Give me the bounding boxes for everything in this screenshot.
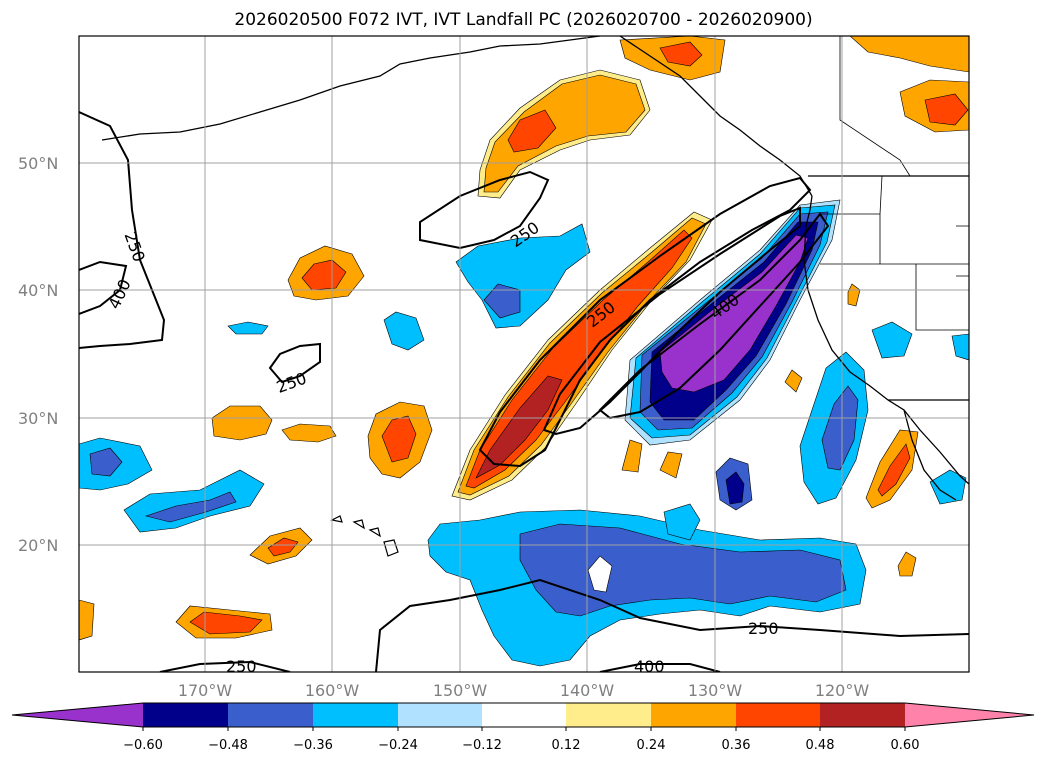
alaska-coast xyxy=(101,36,601,141)
pc-filled-contours xyxy=(79,36,969,667)
negative-pc-spot xyxy=(663,503,701,541)
positive-pc-west-orange1 xyxy=(211,405,273,441)
positive-pc-speck1 xyxy=(621,439,643,473)
ivt-contour-250-sw xyxy=(159,660,291,672)
lat-label-40: 40°N xyxy=(18,281,58,300)
colorbar-tick-label: 0.36 xyxy=(722,738,751,753)
colorbar-swatch xyxy=(313,703,398,727)
lat-label-30: 30°N xyxy=(18,409,58,428)
colorbar-swatch xyxy=(143,703,228,727)
map-title: 2026020500 F072 IVT, IVT Landfall PC (20… xyxy=(234,10,813,30)
lat-label-50: 50°N xyxy=(18,154,58,173)
baja-peninsula xyxy=(903,409,957,501)
colorbar-tick-label: −0.12 xyxy=(462,738,502,753)
colorbar-swatch xyxy=(736,703,820,727)
colorbar-tick-label: 0.48 xyxy=(806,738,835,753)
negative-pc-mexico-cyan xyxy=(951,333,969,361)
ivt-contour-250-south xyxy=(375,578,969,672)
ivt-contour-400-south xyxy=(599,663,721,672)
colorbar-swatch xyxy=(228,703,313,727)
positive-pc-west-orange2 xyxy=(281,423,337,443)
ivt-contour-250-ar xyxy=(478,176,812,468)
positive-pc-speck5 xyxy=(897,551,917,577)
negative-pc-south-blue xyxy=(144,491,237,523)
bc-coast xyxy=(805,195,813,227)
positive-pc-central-red xyxy=(381,415,417,463)
lon-label-130w: 130°W xyxy=(688,681,743,700)
colorbar-tick-label: −0.36 xyxy=(293,738,333,753)
positive-pc-ar-band-darkred xyxy=(475,375,563,479)
colorbar-ticks xyxy=(142,727,906,731)
contour-label: 250 xyxy=(748,619,779,638)
negative-pc-region-purple xyxy=(659,234,809,393)
lon-label-170w: 170°W xyxy=(178,681,233,700)
lon-label-160w: 160°W xyxy=(305,681,360,700)
negative-pc-small-cyan1 xyxy=(383,311,425,351)
colorbar-tick-label: 0.24 xyxy=(637,738,666,753)
colorbar-tick-label: −0.60 xyxy=(123,738,163,753)
negative-pc-small-cyan2 xyxy=(227,321,269,335)
colorbar-tick-label: 0.12 xyxy=(552,738,581,753)
negative-pc-subtrop-hole xyxy=(587,555,613,593)
ivt-contour-250-small xyxy=(268,342,321,384)
contour-label: 400 xyxy=(634,657,665,676)
negative-pc-baja-cyan xyxy=(929,469,967,505)
colorbar-swatch xyxy=(398,703,482,727)
ivt-contours xyxy=(79,111,969,672)
negative-pc-subtrop-blue xyxy=(519,523,847,617)
positive-pc-west-red3 xyxy=(267,537,299,557)
positive-pc-top-red xyxy=(659,41,703,67)
colorbar: −0.60 −0.48 −0.36 −0.24 −0.12 0.12 0.24 … xyxy=(11,702,1035,753)
negative-pc-sw-blue xyxy=(89,447,123,477)
positive-pc-gulf-alaska-red xyxy=(507,109,557,153)
longitude-axis: 170°W 160°W 150°W 140°W 130°W 120°W xyxy=(178,681,870,700)
state-borders xyxy=(820,36,969,331)
colorbar-swatch xyxy=(651,703,736,727)
ivt-contour-250-gulf xyxy=(419,170,550,250)
gridlines xyxy=(79,36,969,672)
colorbar-tick-label: −0.48 xyxy=(208,738,248,753)
negative-pc-socal-blue xyxy=(821,385,859,471)
negative-pc-norcal-cyan xyxy=(871,321,913,359)
positive-pc-baja-red xyxy=(877,443,911,497)
ivt-contour-400-west xyxy=(79,260,128,315)
positive-pc-southwest-red xyxy=(189,611,263,635)
hawaii-islands xyxy=(330,515,399,557)
colorbar-tick-label: −0.24 xyxy=(378,738,418,753)
map-frame xyxy=(78,35,970,673)
ivt-contour-250-ar-outer xyxy=(598,212,830,420)
lon-label-150w: 150°W xyxy=(433,681,488,700)
colorbar-swatch xyxy=(566,703,651,727)
positive-pc-speck2 xyxy=(659,451,683,479)
contour-label: 250 xyxy=(226,657,257,676)
colorbar-underflow-arrow xyxy=(12,703,143,727)
colorbar-swatch xyxy=(820,703,905,727)
negative-pc-mid-blue xyxy=(483,283,521,319)
lon-label-140w: 140°W xyxy=(560,681,615,700)
lat-label-20: 20°N xyxy=(18,536,58,555)
lon-label-120w: 120°W xyxy=(815,681,870,700)
negative-pc-mid-navy2 xyxy=(725,471,745,505)
positive-pc-northeast-orange xyxy=(849,36,969,73)
positive-pc-speck3 xyxy=(784,369,803,393)
latitude-axis: 50°N 40°N 30°N 20°N xyxy=(18,154,58,555)
positive-pc-northeast-red xyxy=(924,93,969,126)
se-alaska-coast xyxy=(619,36,813,197)
colorbar-tick-label: 0.60 xyxy=(891,738,920,753)
positive-pc-edge-orange xyxy=(79,599,95,641)
colorbar-overflow-arrow xyxy=(905,703,1034,727)
ivt-contour-400-ar xyxy=(542,206,801,436)
colorbar-swatch xyxy=(482,703,566,727)
